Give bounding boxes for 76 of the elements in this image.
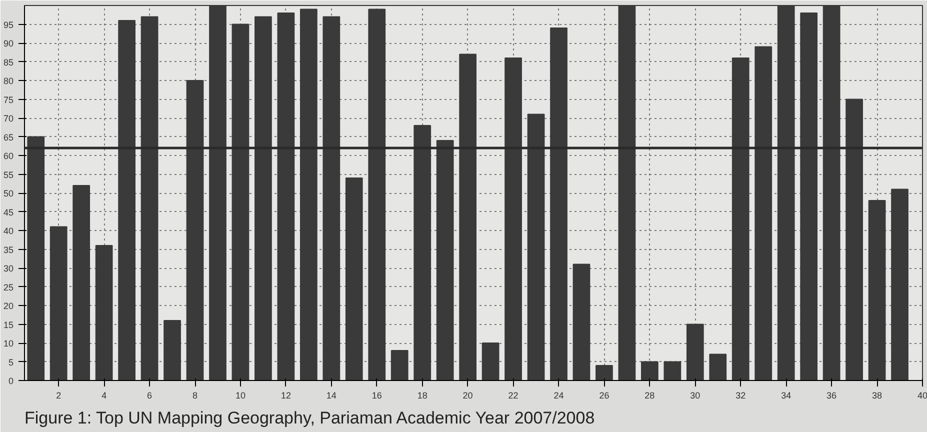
bar [868,200,886,380]
x-tick-label: 4 [102,390,107,400]
y-tick-label: 90 [3,38,14,48]
x-tick-label: 38 [872,390,882,400]
bar [664,361,682,380]
bar [140,16,158,380]
bar [891,188,908,380]
x-tick-label: 32 [736,390,746,400]
bar [527,114,545,380]
bar [118,20,136,380]
x-tick-label: 30 [690,390,700,400]
x-tick-label: 14 [326,390,336,400]
x-tick-label: 34 [781,390,792,400]
y-tick-label: 35 [3,244,14,255]
y-tick-label: 20 [3,301,14,311]
x-tick-label: 36 [826,390,837,400]
x-tick-label: 40 [917,390,927,400]
bar [322,16,340,380]
bar [754,46,772,380]
bar [732,58,750,380]
x-tick-label: 18 [417,390,428,400]
bar [390,350,408,380]
y-tick-label: 5 [8,357,14,368]
y-tick-label: 85 [3,57,14,68]
caption: Figure 1: Top UN Mapping Geography, Pariaman Academic Year 2007/2008 [24,408,595,428]
x-tick-label: 20 [462,390,473,400]
y-tick-label: 80 [3,76,14,86]
x-tick-label: 22 [508,390,518,400]
y-tick-label: 65 [3,132,14,142]
bar [596,365,613,380]
y-tick-label: 75 [3,94,14,105]
y-tick-label: 45 [3,207,14,218]
y-tick-label: 95 [3,20,14,30]
y-tick-label: 55 [3,170,14,180]
x-tick-label: 12 [280,390,291,400]
bar [345,178,363,380]
bar [436,140,454,380]
bar [550,28,568,380]
x-tick-label: 24 [554,390,564,400]
y-tick-label: 60 [3,151,14,161]
bar [800,12,818,380]
bar [254,16,272,380]
x-tick-label: 26 [599,390,610,400]
bar [482,342,500,380]
bar [277,12,295,380]
bar [72,185,90,380]
bar [50,226,68,380]
bar [686,324,704,380]
y-tick-label: 50 [3,188,14,198]
y-tick-label: 40 [3,226,14,236]
bar [414,125,432,380]
bar [459,54,476,380]
y-tick-label: 0 [8,376,14,386]
x-tick-label: 28 [644,390,655,400]
bar [27,136,45,380]
x-tick-label: 6 [147,390,152,400]
y-tick-label: 30 [3,264,14,274]
x-tick-label: 10 [235,390,246,400]
bar [186,80,204,380]
bar [572,264,590,380]
bar [95,245,113,380]
bar [504,58,522,380]
y-tick-label: 70 [3,114,14,124]
x-tick-label: 8 [192,390,198,400]
y-tick-label: 10 [3,338,14,348]
bar [300,8,318,380]
bar [368,8,386,380]
y-tick-label: 15 [3,320,14,330]
x-tick-label: 16 [372,390,382,400]
bar [164,320,181,380]
bar [846,98,863,380]
bar [641,361,658,380]
bar [232,24,250,380]
y-tick-label: 25 [3,282,14,292]
bar [709,354,727,380]
x-tick-label: 2 [56,390,62,400]
